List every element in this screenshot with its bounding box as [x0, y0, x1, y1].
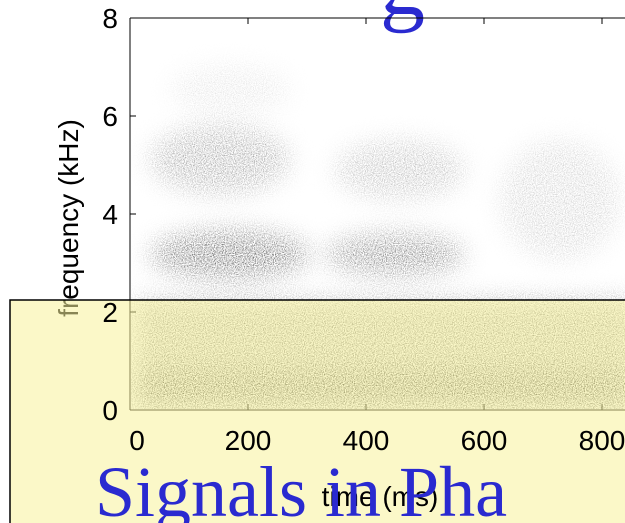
- y-tick-label: 2: [102, 297, 118, 328]
- x-tick-label: 600: [461, 425, 508, 456]
- title-fragment: g: [380, 0, 425, 34]
- y-tick-label: 8: [102, 3, 118, 34]
- x-tick-label: 200: [225, 425, 272, 456]
- x-tick-label: 0: [129, 425, 145, 456]
- caption: Signals in Pha: [95, 452, 507, 523]
- y-tick-label: 0: [102, 395, 118, 426]
- x-tick-label: 800: [579, 425, 625, 456]
- x-tick-label: 400: [343, 425, 390, 456]
- y-tick-label: 4: [102, 199, 118, 230]
- caption-box: [9, 299, 625, 523]
- y-axis-label: frequency (kHz): [53, 119, 84, 317]
- y-tick-label: 6: [102, 101, 118, 132]
- x-axis-label: time (ms): [322, 481, 439, 512]
